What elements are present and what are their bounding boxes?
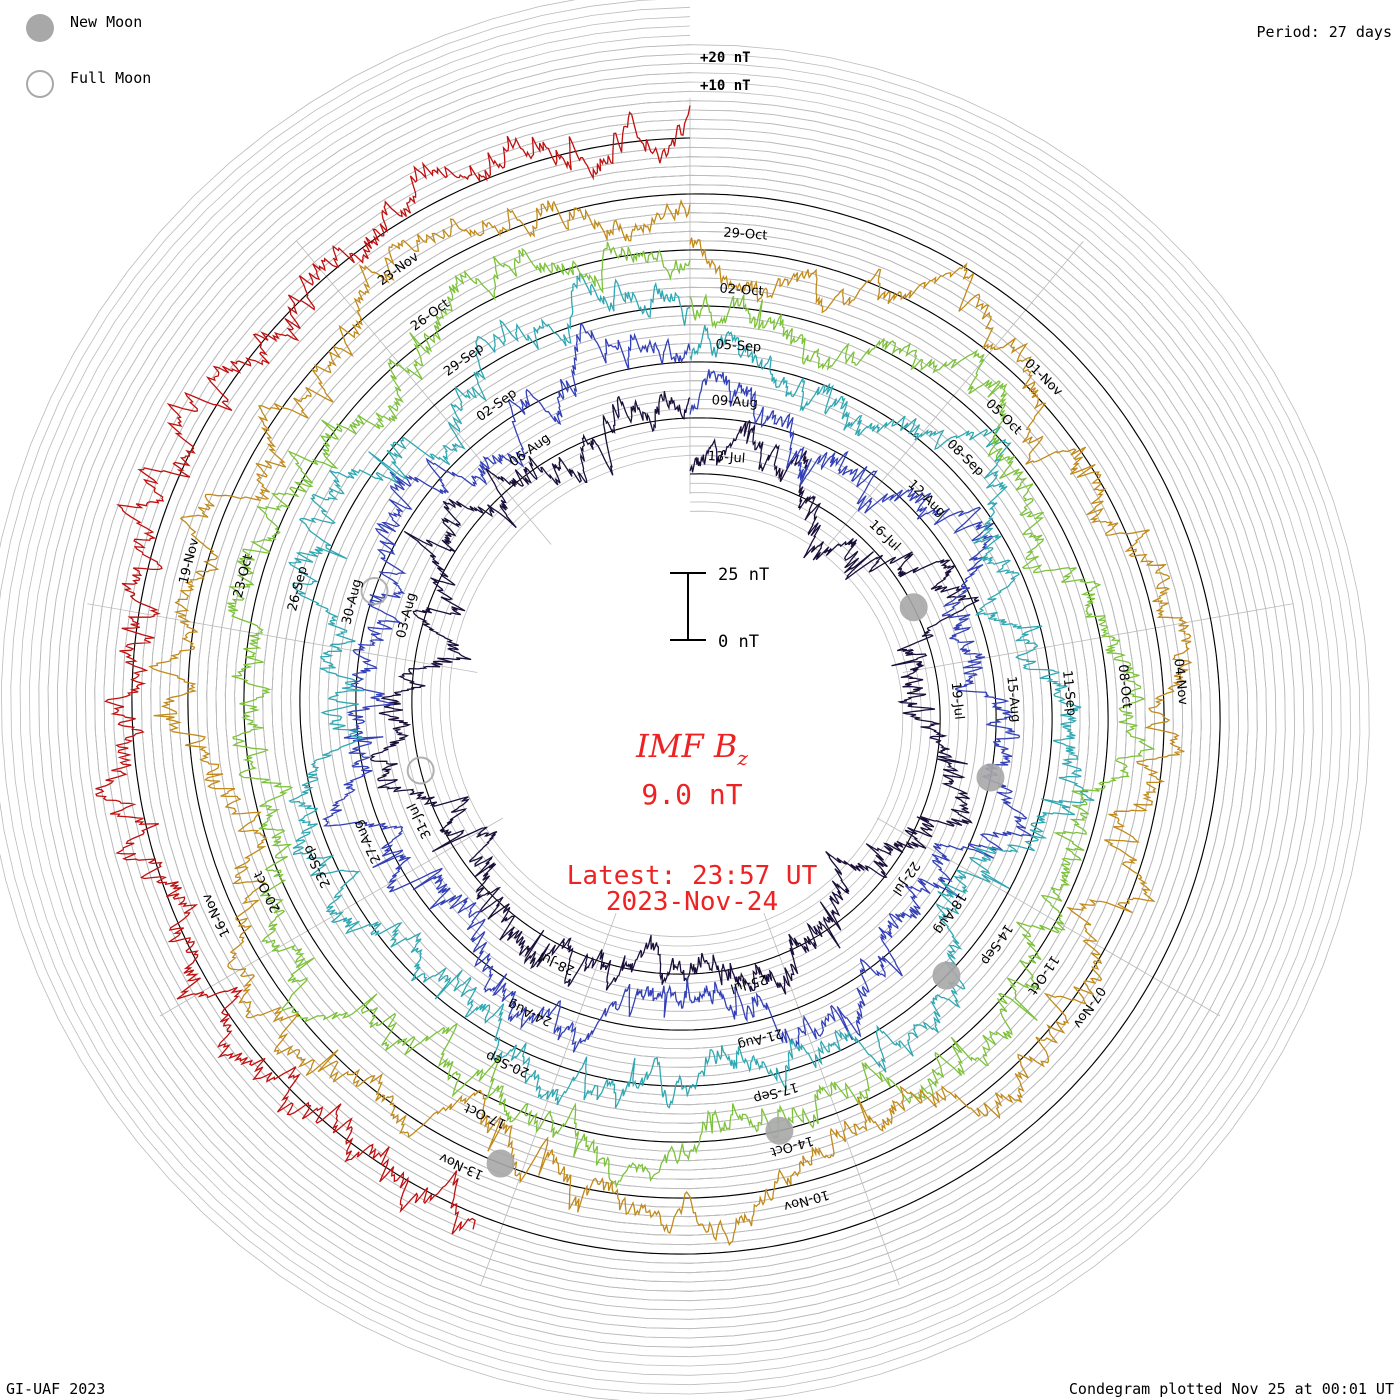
grid-spoke xyxy=(828,240,1084,545)
grid-spoke xyxy=(159,817,504,1017)
grid-spoke xyxy=(876,817,1221,1017)
ring-scale-label: +10 nT xyxy=(700,78,751,94)
series-trace-5 xyxy=(148,198,1193,1247)
zero-reference-4 xyxy=(243,249,1109,1143)
date-label: 11-Sep xyxy=(1059,670,1079,717)
date-label: 23-Nov xyxy=(375,249,422,289)
current-value: 9.0 nT xyxy=(641,778,742,811)
new-moon-icon xyxy=(26,14,54,42)
legend-full-moon: Full Moon xyxy=(26,68,151,100)
grid-spoke xyxy=(87,603,478,673)
date-label: 16-Jul xyxy=(866,517,904,554)
new-moon-marker xyxy=(486,1149,515,1178)
date-label: 07-Nov xyxy=(1069,984,1108,1031)
date-label: 04-Nov xyxy=(1170,658,1190,706)
credit-label: GI-UAF 2023 xyxy=(6,1380,106,1398)
latest-date: 2023-Nov-24 xyxy=(606,887,778,917)
scale-bar: 25 nT 0 nT xyxy=(670,565,769,652)
scale-bar-bottom-label: 0 nT xyxy=(718,632,759,652)
date-label: 09-Aug xyxy=(711,393,758,411)
ring-scale-labels: +20 nT +10 nT xyxy=(700,50,751,94)
ring-scale-label: +20 nT xyxy=(700,50,751,66)
full-moon-marker xyxy=(360,576,389,605)
quantity-title: IMF Bz xyxy=(635,727,748,770)
date-label: 05-Sep xyxy=(715,337,762,355)
grid-spiral xyxy=(47,53,1305,1339)
latest-time: Latest: 23:57 UT xyxy=(567,861,818,891)
new-moon-marker xyxy=(976,763,1005,792)
date-label: 17-Sep xyxy=(752,1079,800,1106)
new-moon-marker xyxy=(932,961,961,990)
new-moon-label: New Moon xyxy=(70,13,143,31)
scale-bar-top-label: 25 nT xyxy=(718,565,769,585)
grid-spoke xyxy=(902,603,1293,673)
date-label: 29-Oct xyxy=(723,226,768,244)
date-label: 01-Nov xyxy=(1021,356,1065,399)
date-label: 08-Oct xyxy=(1115,664,1135,709)
series-trace-3 xyxy=(288,273,1095,1109)
full-moon-label: Full Moon xyxy=(70,69,152,87)
series-trace-current xyxy=(95,105,691,1235)
plotted-label: Condegram plotted Nov 25 at 00:01 UT xyxy=(1068,1380,1394,1398)
grid-spiral xyxy=(0,0,1361,1395)
period-label: Period: 27 days xyxy=(1256,23,1392,41)
new-moon-marker xyxy=(765,1116,794,1145)
grid-spiral xyxy=(10,16,1342,1376)
full-moon-icon xyxy=(26,70,54,98)
date-label: 19-Jul xyxy=(948,681,967,720)
grid-spoke xyxy=(296,240,552,545)
new-moon-marker xyxy=(899,593,928,622)
grid-spoke xyxy=(480,912,617,1286)
quantity-name: IMF B xyxy=(635,727,737,765)
date-label: 02-Oct xyxy=(719,281,764,299)
date-label: 31-Jul xyxy=(405,801,435,841)
date-label: 28-Jul xyxy=(537,948,578,977)
quantity-subscript: z xyxy=(736,746,748,770)
grid-spiral xyxy=(56,62,1296,1330)
zero-reference-2 xyxy=(355,361,997,1031)
series-trace-1 xyxy=(369,390,980,995)
date-label: 13-Jul xyxy=(707,449,746,467)
date-label: 15-Aug xyxy=(1003,675,1023,723)
grid-spoke xyxy=(763,912,900,1286)
date-label: 10-Nov xyxy=(782,1186,831,1213)
series-trace-2 xyxy=(322,322,1033,1053)
legend-new-moon: New Moon xyxy=(26,12,142,44)
series-trace-4 xyxy=(227,241,1156,1189)
series-layer xyxy=(95,105,1193,1247)
zero-reference-6 xyxy=(131,137,1221,1255)
date-label: 21-Aug xyxy=(736,1025,785,1052)
full-moon-marker xyxy=(406,756,435,785)
moon-markers xyxy=(360,576,1005,1178)
